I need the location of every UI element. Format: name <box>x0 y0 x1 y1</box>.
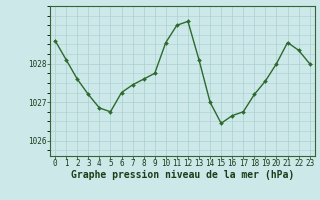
X-axis label: Graphe pression niveau de la mer (hPa): Graphe pression niveau de la mer (hPa) <box>71 170 294 180</box>
